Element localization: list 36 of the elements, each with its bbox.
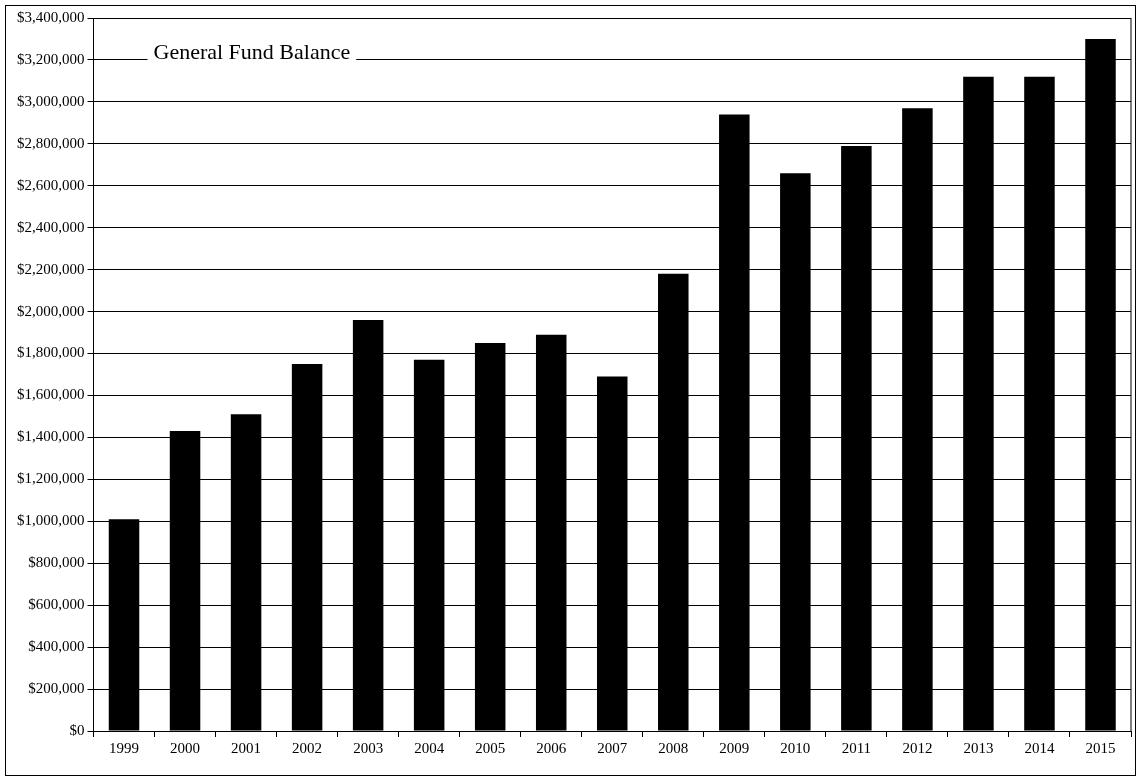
x-tick-label: 2014 (1024, 739, 1055, 756)
y-tick-label: $1,000,000 (17, 512, 85, 529)
y-tick-label: $200,000 (28, 680, 85, 696)
x-tick-label: 2005 (475, 739, 506, 756)
x-tick-label: 2013 (963, 739, 994, 756)
y-tick-label: $2,000,000 (17, 302, 85, 319)
y-tick-label: $600,000 (28, 596, 85, 613)
x-tick-label: 2003 (353, 739, 384, 756)
y-tick-label: $2,600,000 (17, 176, 85, 193)
x-tick-label: 2010 (780, 739, 811, 756)
y-tick-label: $1,400,000 (17, 428, 85, 445)
y-tick-label: $800,000 (28, 554, 85, 571)
y-tick-label: $3,000,000 (17, 92, 85, 109)
y-tick-label: $1,600,000 (17, 386, 85, 403)
y-tick-label: $400,000 (28, 638, 85, 655)
x-tick-label: 1999 (109, 739, 140, 756)
x-tick-label: 2002 (292, 739, 323, 756)
x-tick-label: 2009 (719, 739, 750, 756)
y-tick-label: $1,200,000 (17, 470, 85, 487)
y-tick-label: $0 (69, 721, 85, 738)
y-tick-label: $1,800,000 (17, 344, 85, 361)
y-tick-label: $2,400,000 (17, 218, 85, 235)
x-tick-label: 2006 (536, 739, 567, 756)
x-tick-label: 2012 (902, 739, 933, 756)
x-tick-label: 2001 (231, 739, 262, 756)
x-tick-label: 2011 (841, 739, 872, 756)
text: General Fund Balance (153, 38, 351, 64)
x-tick-label: 2004 (414, 739, 445, 756)
y-tick-label: $2,800,000 (17, 134, 85, 151)
x-tick-label: 2000 (170, 739, 201, 756)
x-tick-label: 2007 (597, 739, 628, 756)
x-tick-label: 2015 (1085, 739, 1116, 756)
y-tick-label: $2,200,000 (17, 260, 85, 277)
y-tick-label: $3,200,000 (17, 50, 85, 67)
y-tick-label: $3,400,000 (17, 8, 85, 25)
x-tick-label: 2008 (658, 739, 689, 756)
